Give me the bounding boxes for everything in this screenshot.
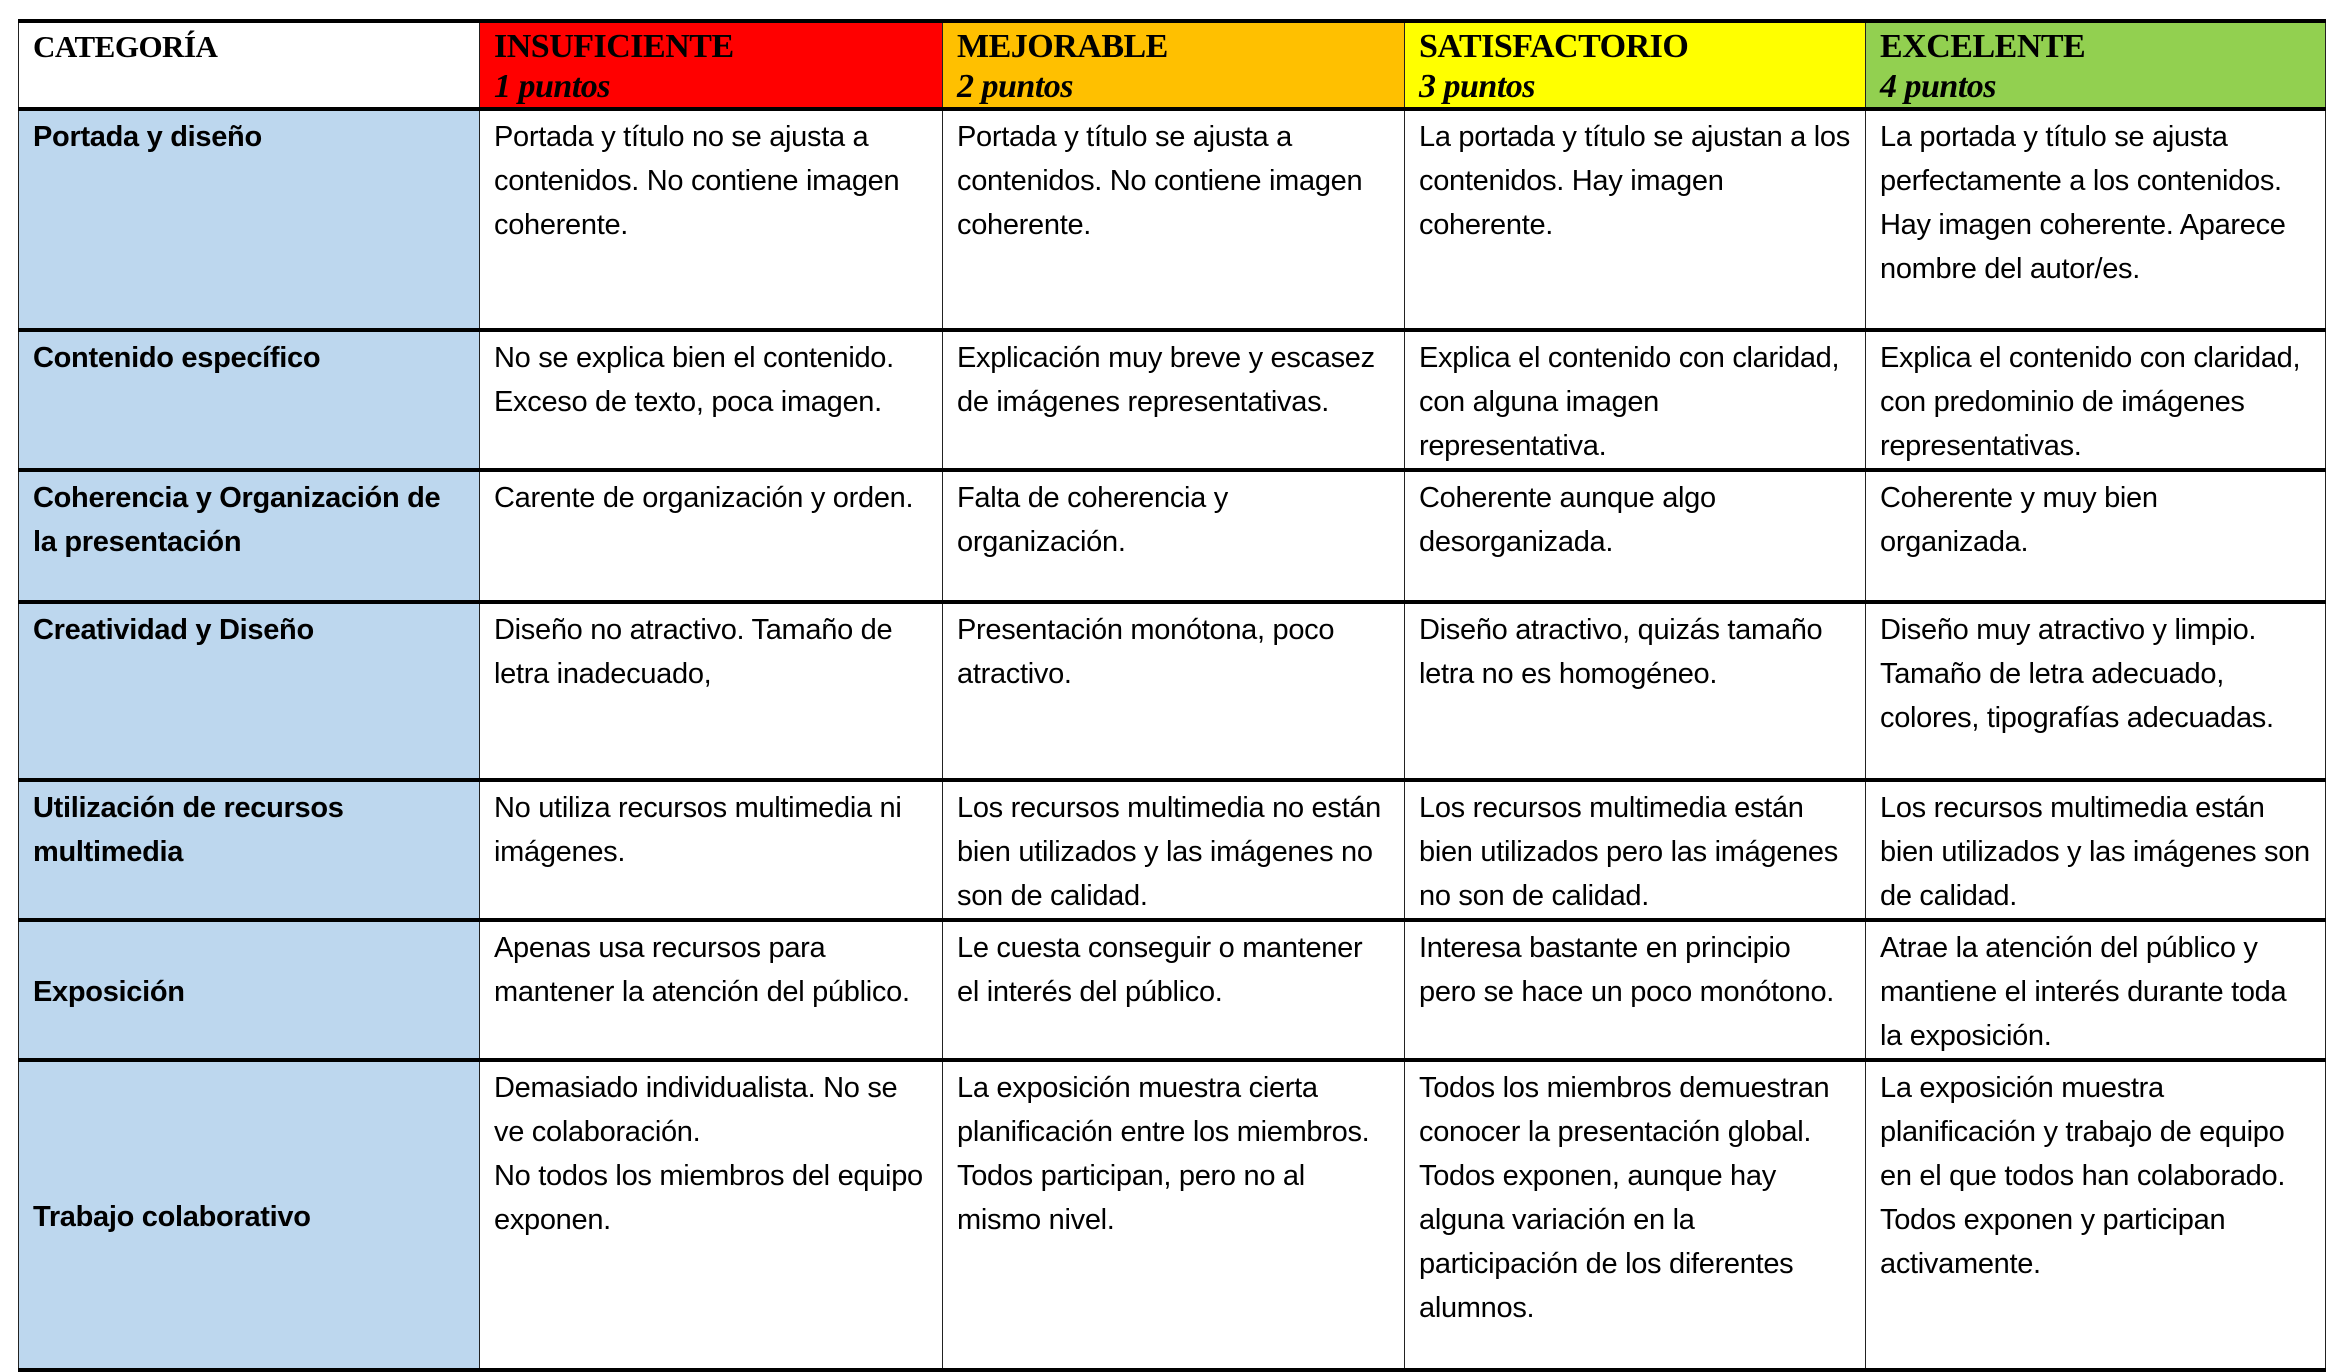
criterion-paragraph: La exposición muestra planificación y tr… — [1880, 1072, 2286, 1192]
criterion-cell-mejorable: Los recursos multimedia no están bien ut… — [942, 778, 1405, 922]
category-cell: Contenido específico — [18, 328, 480, 472]
level-label: INSUFICIENTE — [494, 28, 734, 65]
level-header-satisfactorio: SATISFACTORIO 3 puntos — [1404, 19, 1866, 111]
criterion-cell-insuficiente: Apenas usa recursos para mantener la ate… — [479, 918, 943, 1062]
criterion-cell-satisfactorio: Coherente aunque algo desorganizada. — [1404, 468, 1866, 604]
criterion-cell-mejorable: Presentación monótona, poco atractivo. — [942, 600, 1405, 782]
level-label: SATISFACTORIO — [1419, 28, 1689, 65]
rubric-row-coherencia-y-organizacion-de-la-presentacion: Coherencia y Organización de la presenta… — [18, 468, 2326, 604]
criterion-cell-mejorable: Portada y título se ajusta a contenidos.… — [942, 107, 1405, 332]
level-points: 1 puntos — [494, 68, 611, 105]
criterion-cell-insuficiente: Demasiado individualista. No se ve colab… — [479, 1058, 943, 1372]
criterion-cell-mejorable: Falta de coherencia y organización. — [942, 468, 1405, 604]
criterion-cell-excelente: Los recursos multimedia están bien utili… — [1865, 778, 2326, 922]
level-points: 4 puntos — [1880, 68, 1997, 105]
criterion-paragraph: Todos participan, pero no al mismo nivel… — [957, 1160, 1305, 1236]
criterion-cell-satisfactorio: Diseño atractivo, quizás tamaño letra no… — [1404, 600, 1866, 782]
level-header-mejorable: MEJORABLE 2 puntos — [942, 19, 1405, 111]
category-cell: Utilización de recursos multimedia — [18, 778, 480, 922]
category-cell: Trabajo colaborativo — [18, 1058, 480, 1372]
rubric-row-utilizacion-de-recursos-multimedia: Utilización de recursos multimedia No uti… — [18, 778, 2326, 922]
header-row: CATEGORÍA INSUFICIENTE 1 puntos MEJORABLE 2… — [18, 19, 2326, 111]
criterion-cell-mejorable: La exposición muestra cierta planificaci… — [942, 1058, 1405, 1372]
level-points: 2 puntos — [957, 68, 1074, 105]
rubric-table: CATEGORÍA INSUFICIENTE 1 puntos MEJORABLE 2… — [18, 19, 2326, 1372]
category-cell: Creatividad y Diseño — [18, 600, 480, 782]
criterion-cell-satisfactorio: Todos los miembros demuestran conocer la… — [1404, 1058, 1866, 1372]
criterion-cell-satisfactorio: Interesa bastante en principio pero se h… — [1404, 918, 1866, 1062]
criterion-paragraph: Demasiado individualista. No se ve colab… — [494, 1072, 898, 1148]
criterion-cell-mejorable: Le cuesta conseguir o mantener el interé… — [942, 918, 1405, 1062]
rubric-row-trabajo-colaborativo: Trabajo colaborativo Demasiado individual… — [18, 1058, 2326, 1372]
level-label: MEJORABLE — [957, 28, 1168, 65]
category-cell: Portada y diseño — [18, 107, 480, 332]
criterion-paragraph: Todos los miembros demuestran conocer la… — [1419, 1072, 1830, 1148]
level-header-excelente: EXCELENTE 4 puntos — [1865, 19, 2326, 111]
criterion-cell-excelente: Atrae la atención del público y mantiene… — [1865, 918, 2326, 1062]
criterion-cell-insuficiente: Carente de organización y orden. — [479, 468, 943, 604]
rubric-row-creatividad-y-diseno: Creatividad y Diseño Diseño no atractivo.… — [18, 600, 2326, 782]
level-label: EXCELENTE — [1880, 28, 2086, 65]
rubric-row-exposicion: Exposición Apenas usa recursos para mante… — [18, 918, 2326, 1062]
rubric-row-portada-y-diseno: Portada y diseño Portada y título no se a… — [18, 107, 2326, 332]
criterion-cell-insuficiente: No se explica bien el contenido. Exceso … — [479, 328, 943, 472]
criterion-cell-excelente: La exposición muestra planificación y tr… — [1865, 1058, 2326, 1372]
criterion-paragraph: La exposición muestra cierta planificaci… — [957, 1072, 1370, 1148]
criterion-cell-mejorable: Explicación muy breve y escasez de imáge… — [942, 328, 1405, 472]
category-cell: Coherencia y Organización de la presenta… — [18, 468, 480, 604]
criterion-cell-excelente: Coherente y muy bien organizada. — [1865, 468, 2326, 604]
rubric-row-contenido-especifico: Contenido específico No se explica bien e… — [18, 328, 2326, 472]
criterion-cell-satisfactorio: Explica el contenido con claridad, con a… — [1404, 328, 1866, 472]
criterion-paragraph: Todos exponen y participan activamente. — [1880, 1204, 2226, 1280]
level-points: 3 puntos — [1419, 68, 1536, 105]
category-cell: Exposición — [18, 918, 480, 1062]
criterion-cell-insuficiente: Portada y título no se ajusta a contenid… — [479, 107, 943, 332]
criterion-cell-insuficiente: No utiliza recursos multimedia ni imágen… — [479, 778, 943, 922]
level-header-insuficiente: INSUFICIENTE 1 puntos — [479, 19, 943, 111]
criterion-cell-insuficiente: Diseño no atractivo. Tamaño de letra ina… — [479, 600, 943, 782]
criterion-cell-satisfactorio: Los recursos multimedia están bien utili… — [1404, 778, 1866, 922]
criterion-paragraph: No todos los miembros del equipo exponen… — [494, 1160, 923, 1236]
criterion-cell-excelente: Diseño muy atractivo y limpio. Tamaño de… — [1865, 600, 2326, 782]
criterion-cell-excelente: Explica el contenido con claridad, con p… — [1865, 328, 2326, 472]
category-header: CATEGORÍA — [18, 19, 480, 111]
criterion-cell-excelente: La portada y título se ajusta perfectame… — [1865, 107, 2326, 332]
criterion-cell-satisfactorio: La portada y título se ajustan a los con… — [1404, 107, 1866, 332]
criterion-paragraph: Todos exponen, aunque hay alguna variaci… — [1419, 1160, 1794, 1324]
